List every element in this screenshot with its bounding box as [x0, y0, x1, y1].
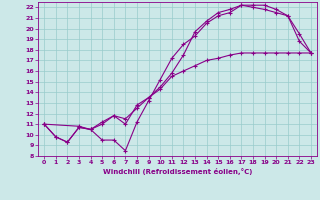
X-axis label: Windchill (Refroidissement éolien,°C): Windchill (Refroidissement éolien,°C): [103, 168, 252, 175]
